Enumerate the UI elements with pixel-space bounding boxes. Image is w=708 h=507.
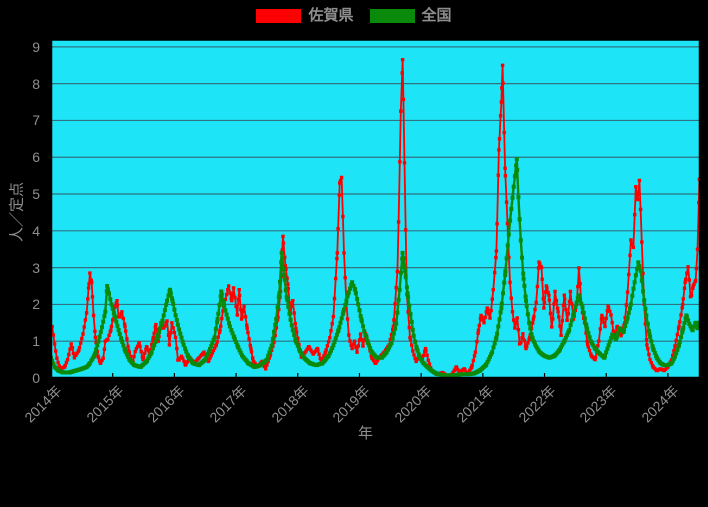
x-axis-title: 年 (358, 425, 374, 442)
plot-background (51, 39, 700, 378)
y-tick-label-4: 4 (32, 222, 40, 239)
legend-swatch-national (369, 8, 415, 23)
legend-swatch-saga (256, 8, 302, 23)
y-tick-label-5: 5 (32, 186, 40, 203)
y-tick-label-2: 2 (32, 296, 40, 313)
y-tick-label-6: 6 (32, 149, 40, 166)
y-tick-label-1: 1 (32, 333, 40, 350)
legend-label-national: 全国 (421, 7, 452, 24)
y-tick-label-9: 9 (32, 38, 40, 55)
y-tick-label-0: 0 (32, 370, 40, 386)
chart-root: { "legend": { "items": [ {"label": "佐賀県"… (0, 8, 708, 442)
y-tick-label-7: 7 (32, 112, 40, 129)
plot-area (49, 38, 702, 380)
y-tick-label-8: 8 (32, 75, 40, 92)
plot-border (49, 38, 702, 380)
y-tick-label-3: 3 (32, 259, 40, 276)
legend-item-saga: 佐賀県 (256, 7, 354, 24)
legend-label-saga: 佐賀県 (308, 7, 354, 24)
legend-item-national: 全国 (369, 7, 452, 24)
legend: 佐賀県 全国 (0, 8, 708, 23)
